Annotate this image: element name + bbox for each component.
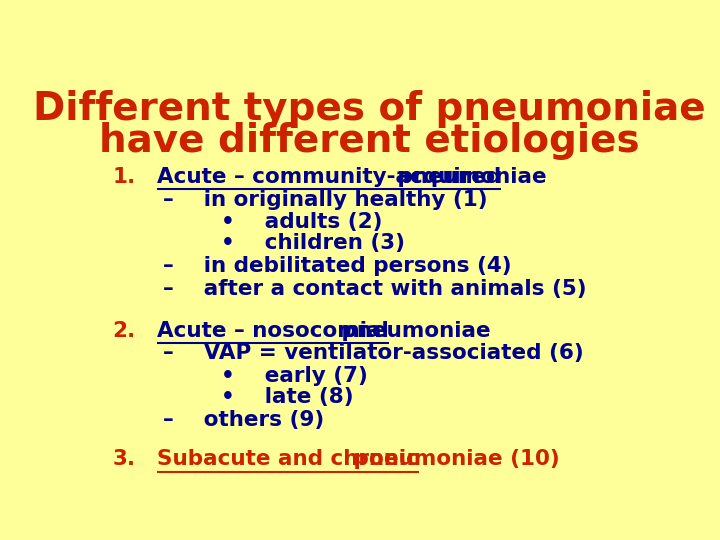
- Text: –    after a contact with animals (5): – after a contact with animals (5): [163, 279, 586, 299]
- Text: –    in debilitated persons (4): – in debilitated persons (4): [163, 256, 511, 276]
- Text: Subacute and chronic: Subacute and chronic: [157, 449, 419, 469]
- Text: •    late (8): • late (8): [221, 387, 354, 407]
- Text: –    in originally healthy (1): – in originally healthy (1): [163, 190, 487, 210]
- Text: pneumoniae: pneumoniae: [390, 167, 546, 187]
- Text: Different types of pneumoniae: Different types of pneumoniae: [32, 90, 706, 128]
- Text: pneumoniae (10): pneumoniae (10): [346, 449, 559, 469]
- Text: 1.: 1.: [112, 167, 135, 187]
- Text: Acute – community-acquired: Acute – community-acquired: [157, 167, 501, 187]
- Text: have different etiologies: have different etiologies: [99, 122, 639, 160]
- Text: 2.: 2.: [112, 321, 135, 341]
- Text: •    children (3): • children (3): [221, 233, 405, 253]
- Text: •    adults (2): • adults (2): [221, 212, 382, 232]
- Text: –    others (9): – others (9): [163, 410, 324, 430]
- Text: pneumoniae: pneumoniae: [334, 321, 491, 341]
- Text: Acute – nosocomial: Acute – nosocomial: [157, 321, 389, 341]
- Text: •    early (7): • early (7): [221, 366, 368, 386]
- Text: –    VAP = ventilator-associated (6): – VAP = ventilator-associated (6): [163, 343, 583, 363]
- Text: 3.: 3.: [112, 449, 135, 469]
